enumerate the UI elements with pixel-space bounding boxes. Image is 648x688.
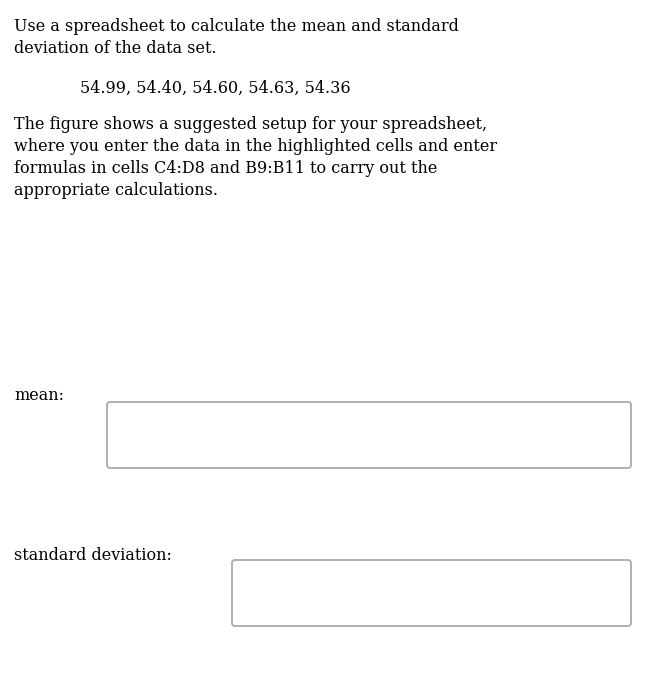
FancyBboxPatch shape [107, 402, 631, 468]
Text: deviation of the data set.: deviation of the data set. [14, 40, 216, 57]
Text: where you enter the data in the highlighted cells and enter: where you enter the data in the highligh… [14, 138, 497, 155]
FancyBboxPatch shape [232, 560, 631, 626]
Text: formulas in cells C4:D8 and B9:B11 to carry out the: formulas in cells C4:D8 and B9:B11 to ca… [14, 160, 437, 177]
Text: 54.99, 54.40, 54.60, 54.63, 54.36: 54.99, 54.40, 54.60, 54.63, 54.36 [80, 80, 351, 97]
Text: mean:: mean: [14, 387, 64, 403]
Text: The figure shows a suggested setup for your spreadsheet,: The figure shows a suggested setup for y… [14, 116, 487, 133]
Text: Use a spreadsheet to calculate the mean and standard: Use a spreadsheet to calculate the mean … [14, 18, 459, 35]
Text: standard deviation:: standard deviation: [14, 546, 172, 563]
Text: appropriate calculations.: appropriate calculations. [14, 182, 218, 199]
